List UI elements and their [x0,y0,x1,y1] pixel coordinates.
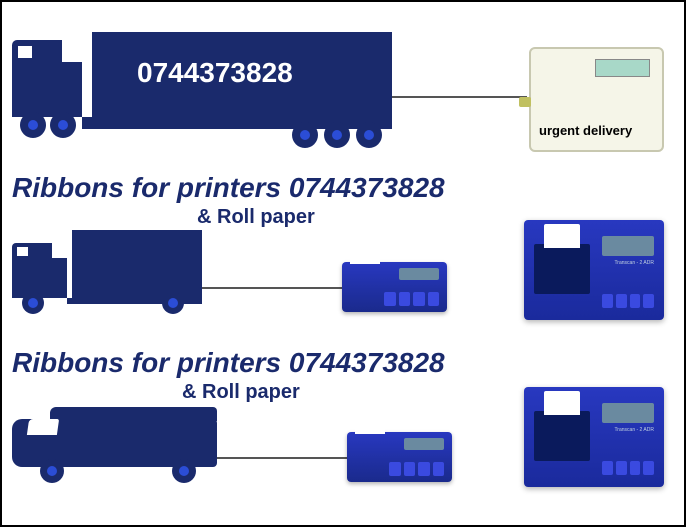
wheel-icon [50,112,76,138]
printer-screen [399,268,439,280]
wheel-icon [356,122,382,148]
paper-slot [534,411,590,461]
row-2: Ribbons for printers 0744373828 & Roll p… [2,172,684,332]
printer-buttons [384,292,439,306]
recorder-label: urgent delivery [539,123,632,138]
semi-truck: 0744373828 [12,32,392,152]
recorder-screen [595,59,650,77]
recorder-device: urgent delivery [529,47,664,152]
printer-buttons [389,462,444,476]
heading: Ribbons for printers 0744373828 [12,347,445,379]
wheel-icon [324,122,350,148]
connector-icon [519,97,531,107]
cable-line [392,96,527,98]
paper-slot [534,244,590,294]
van [12,407,217,487]
wheel-icon [172,459,196,483]
printer-screen [602,236,654,256]
cable-line [202,287,342,289]
small-printer [347,432,452,482]
printer-screen [404,438,444,450]
phone-number: 0744373828 [137,57,293,89]
cable-line [217,457,347,459]
subheading: & Roll paper [197,206,315,229]
van-window [27,419,59,435]
truck-box [72,230,202,298]
subheading: & Roll paper [182,381,300,404]
wheel-icon [40,459,64,483]
row-3: Ribbons for printers 0744373828 & Roll p… [2,347,684,507]
heading: Ribbons for printers 0744373828 [12,172,445,204]
truck-cab [12,258,67,298]
printer-buttons [602,461,654,475]
wheel-icon [22,292,44,314]
row-1: 0744373828 urgent delivery [2,22,684,162]
printer-buttons [602,294,654,308]
truck-cab [12,62,82,117]
large-printer: Transcan - 2 ADR [524,220,664,320]
wheel-icon [162,292,184,314]
wheel-icon [20,112,46,138]
cab-window [18,46,32,58]
box-truck [12,230,202,320]
printer-model-label: Transcan - 2 ADR [602,427,654,435]
small-printer [342,262,447,312]
cab-window [17,247,28,256]
large-printer: Transcan - 2 ADR [524,387,664,487]
wheel-icon [292,122,318,148]
printer-model-label: Transcan - 2 ADR [602,260,654,268]
printer-screen [602,403,654,423]
